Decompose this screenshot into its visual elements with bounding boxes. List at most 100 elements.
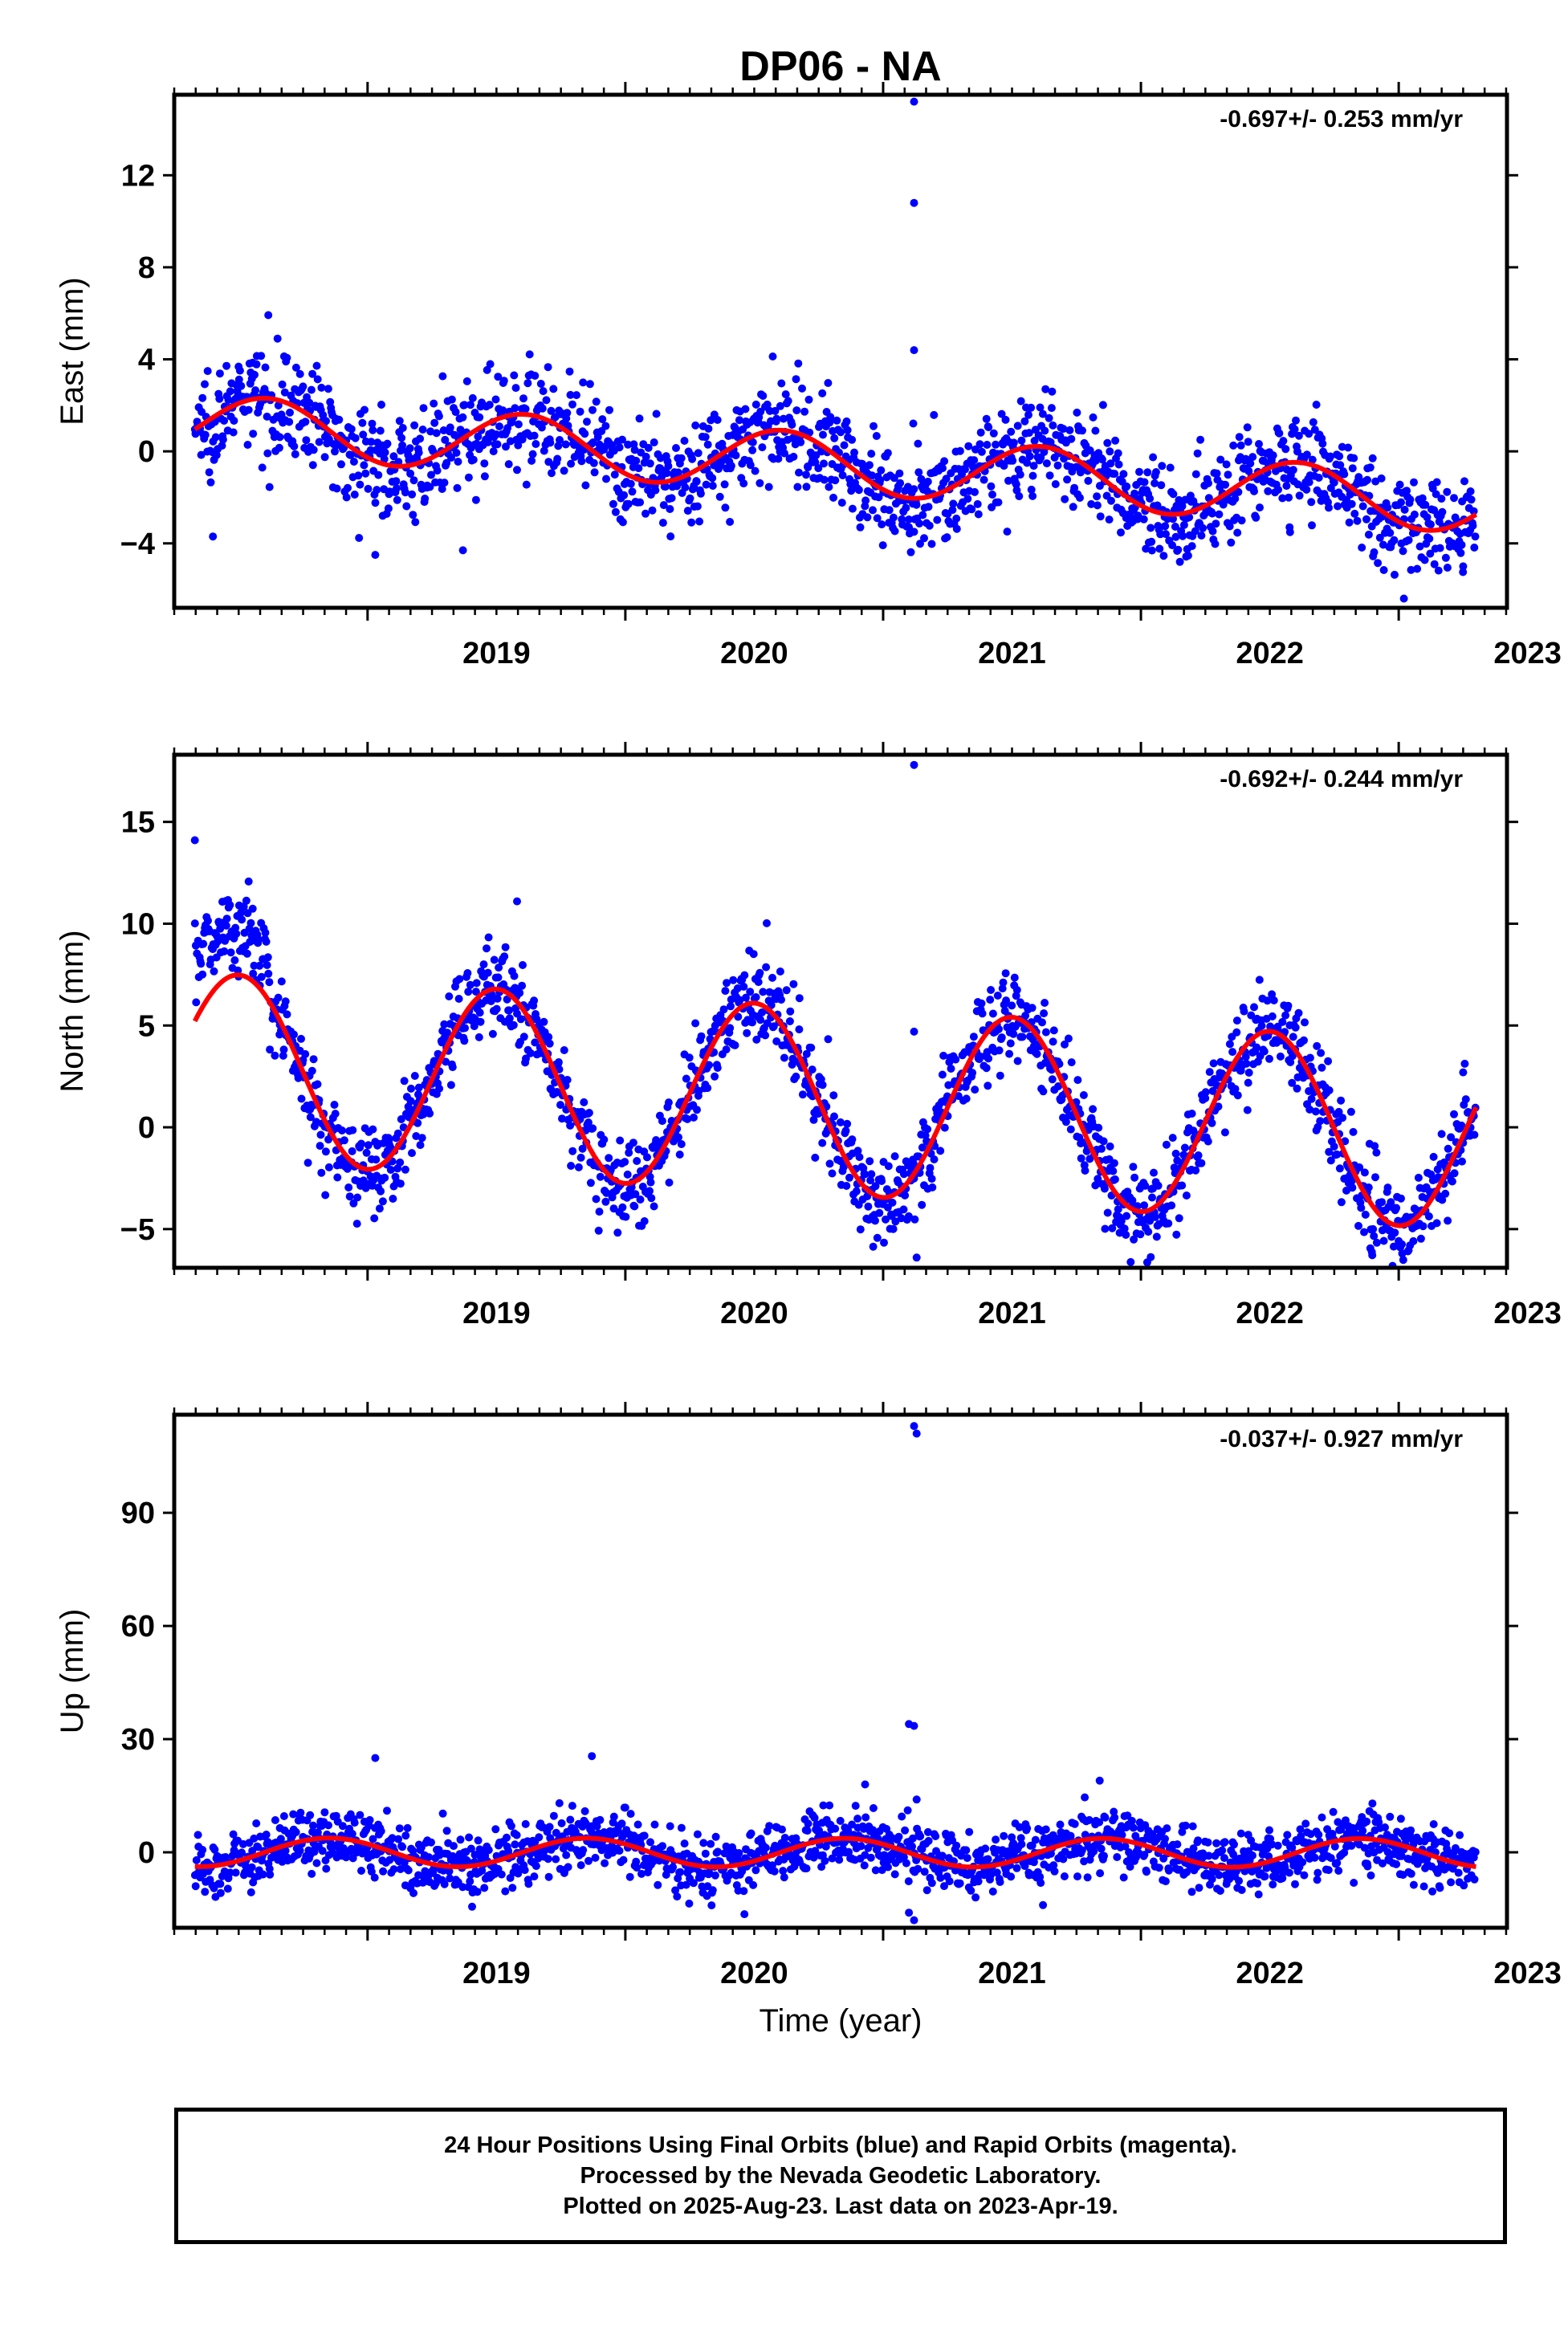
north-data-point — [362, 1148, 371, 1157]
up-data-point — [804, 1819, 813, 1828]
east-data-point — [580, 430, 589, 438]
north-data-point — [545, 1039, 554, 1048]
east-data-point — [499, 406, 507, 415]
up-data-point — [916, 1832, 925, 1840]
east-data-point — [1274, 485, 1282, 494]
east-data-point — [469, 455, 478, 464]
up-data-point — [484, 1846, 493, 1855]
east-data-point — [519, 394, 527, 403]
up-data-point — [923, 1827, 932, 1836]
north-data-point — [1361, 1210, 1370, 1219]
east-data-point — [1208, 509, 1216, 518]
east-data-point — [1204, 479, 1212, 487]
up-data-point — [450, 1842, 458, 1851]
east-data-point — [414, 448, 423, 457]
east-data-point — [546, 438, 555, 447]
east-data-point — [539, 387, 548, 396]
east-data-point — [646, 459, 654, 468]
up-data-point — [1163, 1824, 1171, 1833]
north-data-point — [646, 1178, 655, 1187]
east-data-point — [556, 436, 564, 444]
east-data-point — [630, 446, 639, 454]
north-data-point — [889, 1224, 898, 1233]
north-data-point — [1175, 1214, 1183, 1223]
up-data-point — [383, 1807, 391, 1815]
east-data-point — [1197, 532, 1206, 540]
east-data-point — [480, 472, 489, 481]
north-data-point — [729, 976, 738, 984]
east-data-point — [1293, 447, 1301, 456]
east-data-point — [611, 507, 620, 516]
up-data-point — [825, 1801, 834, 1810]
north-data-point — [754, 978, 763, 987]
east-data-point — [397, 434, 406, 442]
east-data-point — [206, 478, 215, 487]
east-data-point — [1326, 452, 1335, 461]
north-data-point — [987, 986, 996, 994]
east-data-point — [768, 352, 777, 360]
up-data-point — [356, 1811, 365, 1819]
up-data-point — [654, 1880, 662, 1889]
up-data-point — [619, 1855, 628, 1864]
east-data-point — [876, 476, 885, 485]
up-data-point — [770, 1867, 779, 1876]
east-data-point — [371, 499, 380, 507]
east-data-point — [877, 466, 886, 475]
east-data-point — [548, 469, 556, 478]
north-data-point — [567, 1162, 576, 1170]
north-data-point — [1378, 1198, 1387, 1207]
east-data-point — [609, 499, 617, 508]
east-data-point — [1017, 436, 1026, 445]
east-data-point — [322, 417, 330, 426]
up-data-point — [369, 1835, 377, 1843]
north-data-point — [1106, 1142, 1114, 1151]
east-data-point — [1307, 498, 1316, 507]
up-data-point — [348, 1830, 356, 1838]
east-data-point — [1012, 480, 1020, 489]
east-data-point — [943, 533, 951, 542]
north-data-point — [1081, 1167, 1089, 1175]
north-data-point — [490, 955, 499, 964]
east-data-point — [581, 481, 590, 490]
east-data-point — [264, 311, 273, 320]
north-data-point — [631, 1190, 640, 1199]
north-data-point — [589, 1124, 597, 1133]
up-data-point — [1037, 1879, 1045, 1888]
east-data-point — [748, 446, 757, 454]
east-data-point — [1255, 440, 1263, 448]
north-data-point — [1383, 1183, 1392, 1192]
east-data-point — [224, 396, 233, 405]
up-data-point — [851, 1802, 860, 1811]
east-outlier-point — [910, 198, 918, 207]
up-data-point — [216, 1888, 225, 1897]
east-data-point — [1178, 502, 1187, 511]
east-data-point — [912, 500, 921, 509]
up-data-point — [254, 1843, 263, 1851]
east-data-point — [373, 486, 381, 495]
north-data-point — [1441, 1189, 1450, 1198]
north-data-point — [723, 979, 731, 988]
north-data-point — [338, 1126, 346, 1134]
east-data-point — [1067, 434, 1076, 443]
east-data-point — [1191, 470, 1200, 479]
up-data-point — [689, 1879, 698, 1888]
east-data-point — [615, 443, 624, 452]
up-data-point — [677, 1823, 686, 1832]
north-data-point — [918, 1143, 927, 1152]
east-data-point — [1110, 470, 1119, 479]
north-data-point — [576, 1153, 585, 1162]
north-data-point — [899, 1170, 908, 1179]
north-data-point — [1265, 1054, 1273, 1063]
east-data-point — [1098, 401, 1107, 409]
north-data-point — [1220, 1128, 1229, 1137]
east-data-point — [1279, 437, 1288, 446]
east-data-point — [989, 429, 998, 438]
east-data-point — [1224, 470, 1232, 479]
east-data-point — [1336, 461, 1345, 470]
north-data-point — [487, 997, 495, 1005]
east-data-point — [977, 447, 986, 456]
north-data-point — [1061, 1040, 1069, 1049]
north-data-point — [265, 978, 274, 987]
up-data-point — [531, 1862, 540, 1871]
east-data-point — [708, 482, 717, 490]
